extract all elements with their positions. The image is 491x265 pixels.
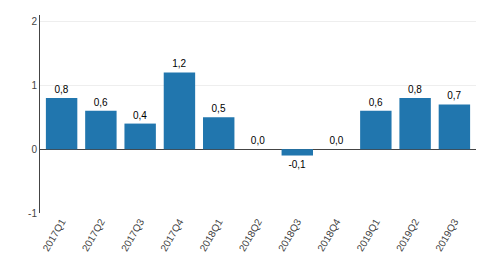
svg-text:0,0: 0,0 bbox=[329, 135, 343, 146]
svg-text:2017Q1: 2017Q1 bbox=[40, 217, 68, 254]
svg-text:0,4: 0,4 bbox=[133, 110, 147, 121]
svg-text:1: 1 bbox=[31, 80, 37, 91]
svg-text:2: 2 bbox=[31, 16, 37, 27]
svg-text:2017Q4: 2017Q4 bbox=[158, 217, 186, 254]
svg-text:2018Q4: 2018Q4 bbox=[315, 217, 343, 254]
svg-text:2019Q3: 2019Q3 bbox=[433, 217, 461, 254]
svg-text:-0,1: -0,1 bbox=[288, 159, 306, 170]
svg-text:2018Q3: 2018Q3 bbox=[276, 217, 304, 254]
svg-text:0,7: 0,7 bbox=[447, 90, 461, 101]
svg-text:2017Q3: 2017Q3 bbox=[119, 217, 147, 254]
svg-text:2018Q2: 2018Q2 bbox=[237, 217, 265, 254]
svg-text:0,8: 0,8 bbox=[54, 84, 68, 95]
svg-text:2018Q1: 2018Q1 bbox=[197, 217, 225, 254]
svg-text:0,6: 0,6 bbox=[94, 97, 108, 108]
svg-text:0: 0 bbox=[31, 144, 37, 155]
svg-text:1,2: 1,2 bbox=[172, 58, 186, 69]
svg-text:2019Q2: 2019Q2 bbox=[394, 217, 422, 254]
svg-text:0,5: 0,5 bbox=[212, 103, 226, 114]
svg-text:0,0: 0,0 bbox=[251, 135, 265, 146]
svg-text:0,8: 0,8 bbox=[408, 84, 422, 95]
svg-text:2017Q2: 2017Q2 bbox=[80, 217, 108, 254]
svg-text:-1: -1 bbox=[28, 208, 37, 219]
svg-text:2019Q1: 2019Q1 bbox=[355, 217, 383, 254]
svg-text:0,6: 0,6 bbox=[369, 97, 383, 108]
